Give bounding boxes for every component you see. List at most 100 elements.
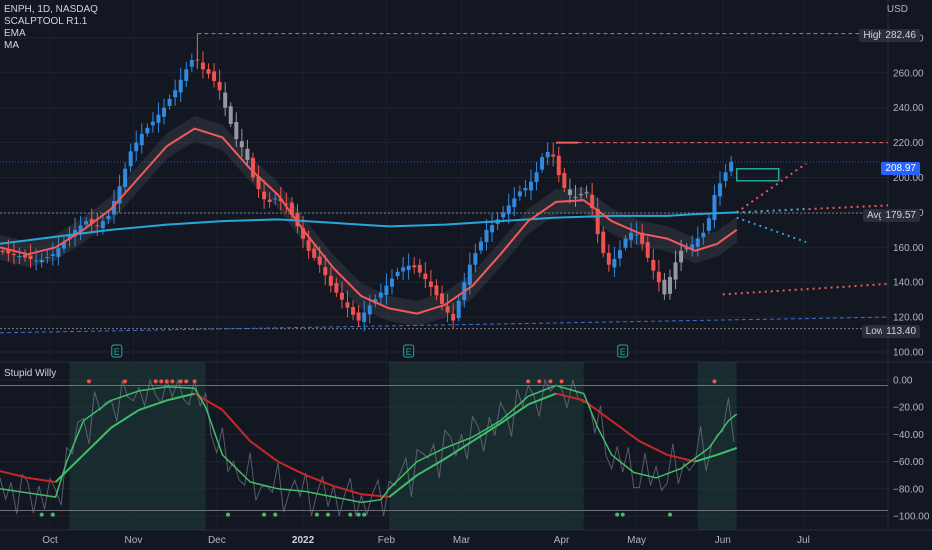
candle-body <box>528 181 533 191</box>
candle-body <box>662 279 667 295</box>
candle-body <box>28 255 33 260</box>
avg-value-tag: 179.57 <box>881 209 920 222</box>
candle-body <box>434 285 439 296</box>
candle-body <box>623 238 628 248</box>
candle-body <box>667 276 672 294</box>
candle-body <box>362 312 367 322</box>
oscillator-slow-line <box>110 409 140 429</box>
candle-body <box>579 194 584 196</box>
oscillator-slow-line <box>388 474 418 498</box>
oscillator-slow-line <box>0 470 29 479</box>
oversold-dot <box>356 512 361 517</box>
candle-body <box>534 172 539 182</box>
oscillator-slow-line <box>499 403 529 425</box>
oscillator-slow-line <box>638 440 668 456</box>
price-tick-label: 100.00 <box>893 348 924 359</box>
candle-body <box>629 232 634 240</box>
overbought-dot <box>164 379 169 384</box>
candle-body <box>295 212 300 227</box>
candle-body <box>156 114 161 123</box>
candle-body <box>312 248 317 258</box>
oscillator-slow-line <box>333 485 362 496</box>
overbought-dot <box>178 379 183 384</box>
overbought-dot <box>559 379 564 384</box>
candle-body <box>17 256 22 258</box>
candle-body <box>234 122 239 140</box>
candle-body <box>401 267 406 272</box>
oversold-dot <box>262 512 267 517</box>
candle-body <box>167 98 172 106</box>
candle-body <box>301 228 306 239</box>
candle-body <box>123 168 128 187</box>
candle-body <box>673 262 678 280</box>
candle-body <box>0 250 5 253</box>
time-tick-label: May <box>627 535 646 546</box>
candle-body <box>545 151 550 158</box>
candle-body <box>284 203 289 205</box>
candle-body <box>178 79 183 93</box>
oscillator-slow-line <box>249 440 279 463</box>
low-value-tag: 113.40 <box>882 325 920 338</box>
candle-body <box>139 133 144 146</box>
oscillator-slow-line <box>138 399 168 411</box>
overbought-dot <box>192 379 197 384</box>
indicator-ma[interactable]: MA <box>4 40 19 51</box>
candle-body <box>334 283 339 293</box>
time-tick-label: Feb <box>378 535 396 546</box>
symbol-line[interactable]: ENPH, 1D, NASDAQ <box>4 4 98 15</box>
overbought-dot <box>153 379 158 384</box>
candle-body <box>78 225 83 233</box>
earnings-badge <box>111 344 123 358</box>
candle-body <box>501 212 506 218</box>
oversold-dot <box>620 512 625 517</box>
candle-body <box>601 231 606 254</box>
oversold-dot <box>348 512 353 517</box>
candle-body <box>356 312 361 321</box>
candle-body <box>378 292 383 298</box>
candle-body <box>573 196 578 198</box>
oscillator-slow-line <box>527 392 557 406</box>
time-tick-label: Mar <box>453 535 471 546</box>
earnings-badge-letter: E <box>406 347 412 357</box>
candle-body <box>640 232 645 244</box>
oversold-dot <box>225 512 230 517</box>
candle-body <box>217 81 222 91</box>
high-value-tag: 282.46 <box>881 29 920 42</box>
candle-body <box>106 215 111 220</box>
indicator-ema[interactable]: EMA <box>4 28 26 39</box>
candle-body <box>473 253 478 265</box>
time-tick-label: Oct <box>42 535 58 546</box>
candle-body <box>228 106 233 124</box>
candle-body <box>467 264 472 285</box>
overbought-dot <box>184 379 189 384</box>
indicator-scalptool[interactable]: SCALPTOOL R1.1 <box>4 16 88 27</box>
time-tick-label: Jul <box>797 535 810 546</box>
earnings-badge <box>617 344 629 358</box>
oscillator-zone <box>697 362 737 530</box>
candle-body <box>406 265 411 270</box>
chart-legend: ENPH, 1D, NASDAQ SCALPTOOL R1.1 EMA MA <box>4 4 98 52</box>
price-tick-label: 160.00 <box>893 243 924 254</box>
candle-body <box>256 176 261 190</box>
candle-body <box>490 225 495 233</box>
earnings-marker: E <box>403 344 415 358</box>
price-tick-label: 200.00 <box>893 173 924 184</box>
oscillator-title[interactable]: Stupid Willy <box>4 368 57 379</box>
osc-tick-label: −60.00 <box>893 457 924 468</box>
high-label: High <box>859 29 888 42</box>
candle-body <box>11 254 16 256</box>
oversold-dot <box>362 512 367 517</box>
price-tick-label: 140.00 <box>893 278 924 289</box>
candle-body <box>712 194 717 221</box>
candle-body <box>417 264 422 273</box>
candle-body <box>517 191 522 197</box>
candle-body <box>195 59 200 61</box>
oscillator-slow-line <box>361 493 390 498</box>
candle-body <box>173 90 178 98</box>
price-tick-label: 220.00 <box>893 138 924 149</box>
overbought-dot <box>548 379 553 384</box>
projection-line <box>736 162 807 214</box>
price-tick-label: 260.00 <box>893 68 924 79</box>
oscillator-slow-line <box>221 409 251 442</box>
